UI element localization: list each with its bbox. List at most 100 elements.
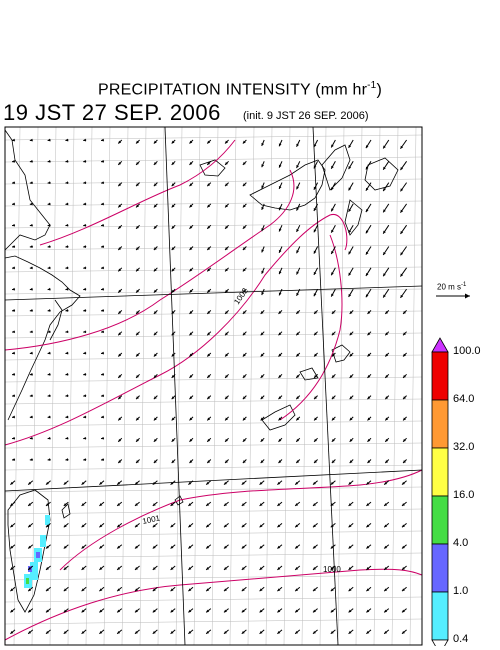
wind-vector (152, 480, 158, 486)
wind-vector (348, 544, 354, 549)
wind-vector (10, 565, 16, 571)
wind-vector (313, 395, 318, 400)
wind-vector (29, 159, 33, 163)
wind-vector (402, 373, 407, 379)
wind-vector (349, 437, 354, 443)
wind-vector (278, 395, 283, 400)
contour-label: 1002 (232, 286, 250, 306)
wind-vector (296, 224, 301, 233)
wind-vector (188, 586, 194, 592)
wind-vector (189, 139, 194, 144)
wind-vector (295, 459, 301, 464)
wind-vector (152, 586, 158, 592)
wind-vector (65, 245, 69, 248)
wind-vector (135, 352, 140, 357)
wind-vector (224, 139, 229, 144)
wind-vector (29, 287, 33, 291)
wind-vector (99, 523, 105, 528)
wind-vector (278, 161, 283, 168)
wind-vector (401, 523, 407, 528)
wind-vector (99, 544, 105, 549)
wind-vector (241, 586, 247, 592)
grid-line (4, 376, 423, 383)
wind-vector (278, 310, 283, 315)
grid-line (4, 310, 423, 317)
wind-vector (382, 182, 390, 192)
wind-vector (296, 182, 301, 190)
wind-vectors (10, 138, 408, 635)
pressure-contours (4, 139, 423, 641)
wind-vector (402, 395, 407, 400)
wind-vector (242, 203, 247, 208)
wind-vector (47, 202, 51, 206)
wind-vector (100, 436, 105, 440)
contour-labels: 100210011000 (142, 286, 342, 574)
wind-vector (277, 544, 283, 549)
isobar (4, 169, 295, 351)
wind-vector (401, 544, 407, 549)
wind-vector (29, 436, 33, 440)
wind-vector (188, 501, 194, 507)
wind-vector (100, 372, 105, 376)
grid-line (157, 126, 165, 646)
wind-vector (189, 182, 194, 187)
wind-vector (81, 565, 87, 571)
wind-vector (313, 246, 319, 254)
wind-vector (135, 331, 140, 336)
wind-vector (401, 586, 407, 592)
wind-vector (278, 416, 283, 421)
wind-vector (259, 480, 265, 486)
wind-vector (294, 544, 301, 549)
wind-vector (401, 565, 407, 571)
wind-vector (100, 223, 105, 227)
precip-cell (45, 515, 50, 525)
wind-vector (135, 139, 140, 144)
wind-vector (171, 160, 176, 166)
wind-vector (242, 246, 247, 251)
colorbar-label: 4.0 (453, 537, 469, 549)
wind-vector (47, 181, 51, 185)
wind-vector (278, 224, 283, 232)
wind-vector (135, 395, 140, 400)
wind-vector (29, 181, 33, 185)
wind-vector (366, 501, 372, 507)
wind-vector (189, 310, 194, 315)
grid-line (229, 126, 237, 646)
grid-line (4, 178, 423, 185)
coastline (199, 159, 226, 177)
wind-vector (331, 437, 336, 443)
wind-vector (242, 331, 247, 336)
grid-line (4, 420, 423, 427)
wind-vector (278, 288, 283, 296)
wind-vector (260, 416, 265, 421)
wind-vector (349, 331, 354, 336)
colorbar-label: 32.0 (453, 441, 475, 453)
wind-vector (188, 629, 194, 635)
wind-scale-label: 20 m s-1 (437, 282, 467, 292)
wind-vector (400, 161, 408, 171)
wind-vector (83, 202, 87, 206)
wind-vector (259, 629, 265, 635)
wind-vector (205, 565, 212, 571)
wind-vector (382, 139, 390, 149)
wind-vector (100, 351, 105, 355)
wind-vector (241, 544, 247, 549)
wind-vector (313, 267, 319, 276)
wind-vector (171, 224, 176, 230)
coastline (4, 255, 81, 421)
wind-vector (135, 437, 140, 443)
wind-vector (278, 437, 283, 443)
wind-vector (224, 182, 229, 187)
wind-vector (313, 310, 318, 315)
wind-vector (47, 415, 51, 419)
wind-vector (117, 331, 123, 336)
wind-vector (10, 608, 16, 613)
wind-vector (27, 629, 34, 635)
wind-vector (223, 501, 229, 507)
grid-line (4, 222, 423, 229)
lat-lon-lines (4, 126, 423, 646)
wind-vector (206, 310, 212, 315)
wind-vector (206, 331, 212, 336)
grid-line (13, 126, 21, 646)
wind-vector (312, 565, 318, 571)
